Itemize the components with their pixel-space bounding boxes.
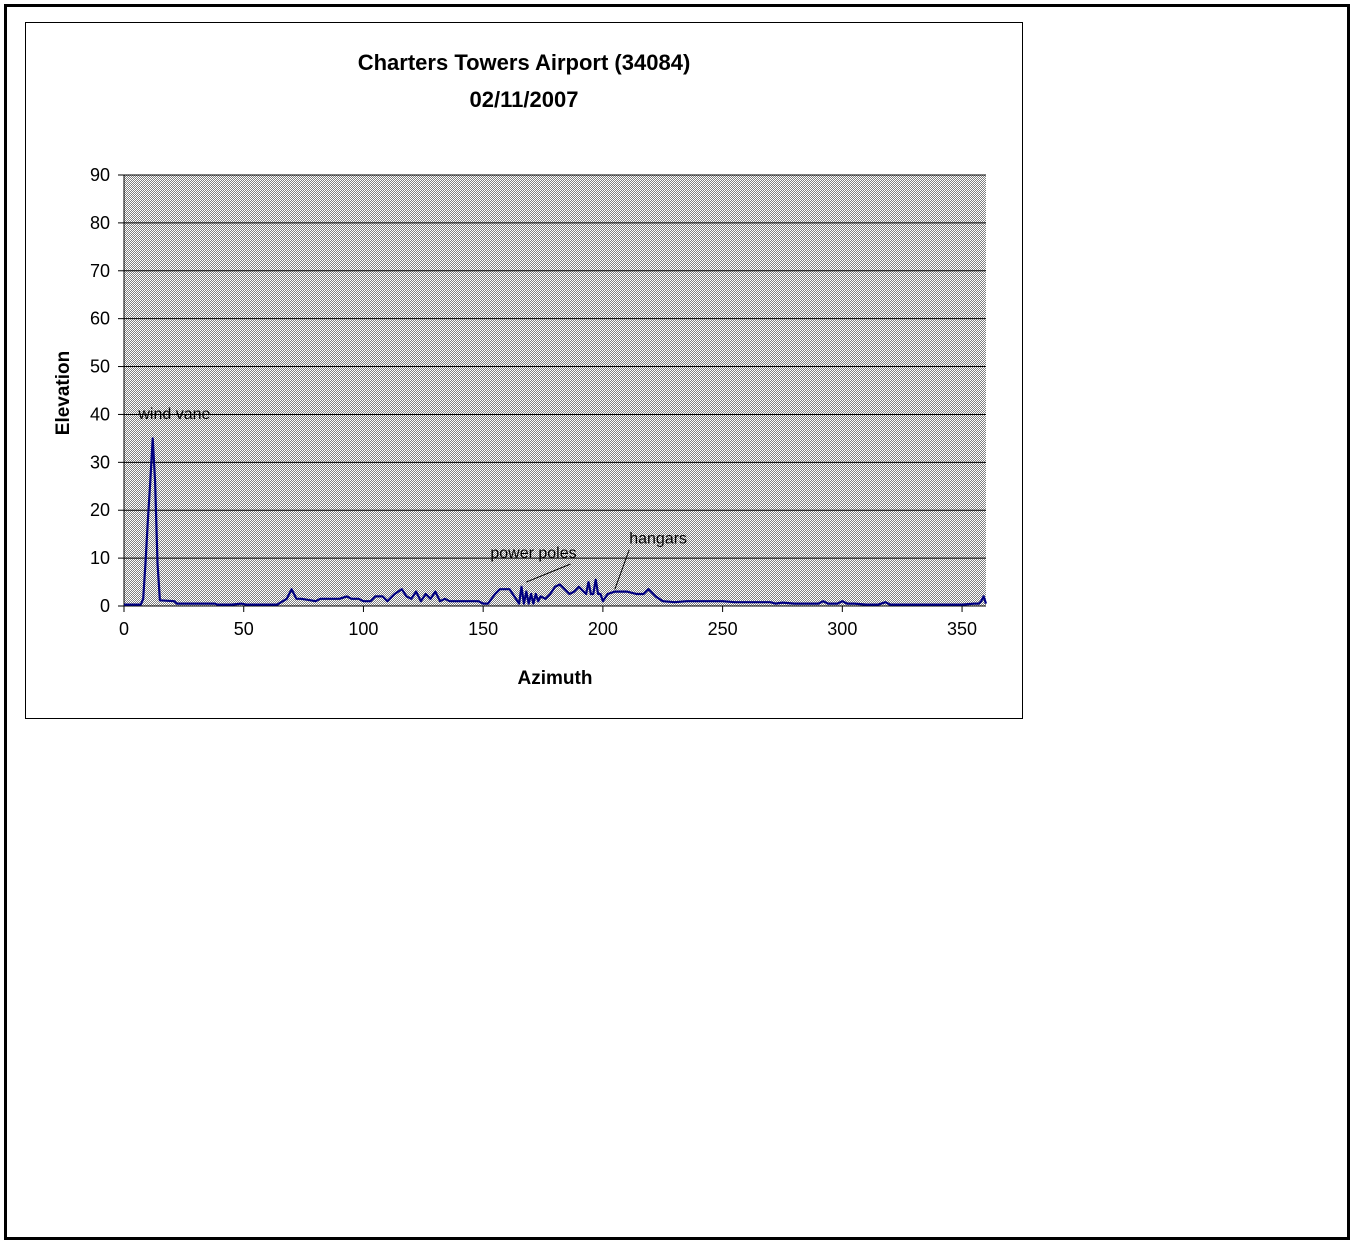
y-axis-title: Elevation	[53, 351, 74, 435]
y-tick-label: 70	[90, 261, 110, 281]
x-tick-label: 300	[827, 619, 857, 639]
y-tick-label: 0	[100, 596, 110, 616]
chart-subtitle: 02/11/2007	[470, 87, 579, 112]
page-frame: Charters Towers Airport (34084) 02/11/20…	[4, 4, 1350, 1240]
y-tick-label: 50	[90, 357, 110, 377]
y-tick-label: 20	[90, 500, 110, 520]
y-tick-label: 80	[90, 213, 110, 233]
grid-lines	[124, 174, 986, 559]
annotations: wind vane power poles hangars	[137, 406, 687, 590]
x-tick-label: 50	[234, 619, 254, 639]
x-tick-label: 200	[588, 619, 618, 639]
axes	[118, 174, 986, 612]
y-tick-label: 60	[90, 309, 110, 329]
x-tick-label: 0	[119, 619, 129, 639]
y-tick-label: 30	[90, 452, 110, 472]
annotation-label: power poles	[490, 545, 576, 562]
tick-labels: 0 10 20 30 40 50 60 70 80 90 0 50 100 150 200 250 300 350	[90, 165, 977, 639]
annotation-label: hangars	[629, 531, 687, 548]
plot-area	[124, 175, 986, 606]
elevation-chart: Charters Towers Airport (34084) 02/11/20…	[53, 50, 988, 689]
x-tick-label: 100	[348, 619, 378, 639]
annotation-pointer	[614, 549, 630, 590]
x-tick-label: 350	[947, 619, 977, 639]
series-line	[124, 437, 988, 606]
chart-container: Charters Towers Airport (34084) 02/11/20…	[25, 22, 1023, 719]
annotation-pointer	[526, 563, 571, 583]
y-tick-label: 90	[90, 165, 110, 185]
series-layer	[124, 437, 988, 606]
chart-title: Charters Towers Airport (34084)	[358, 50, 691, 75]
y-tick-label: 40	[90, 404, 110, 424]
x-tick-label: 150	[468, 619, 498, 639]
annotation-label: wind vane	[137, 406, 210, 423]
y-tick-label: 10	[90, 548, 110, 568]
x-axis-title: Azimuth	[518, 668, 593, 689]
x-tick-label: 250	[708, 619, 738, 639]
